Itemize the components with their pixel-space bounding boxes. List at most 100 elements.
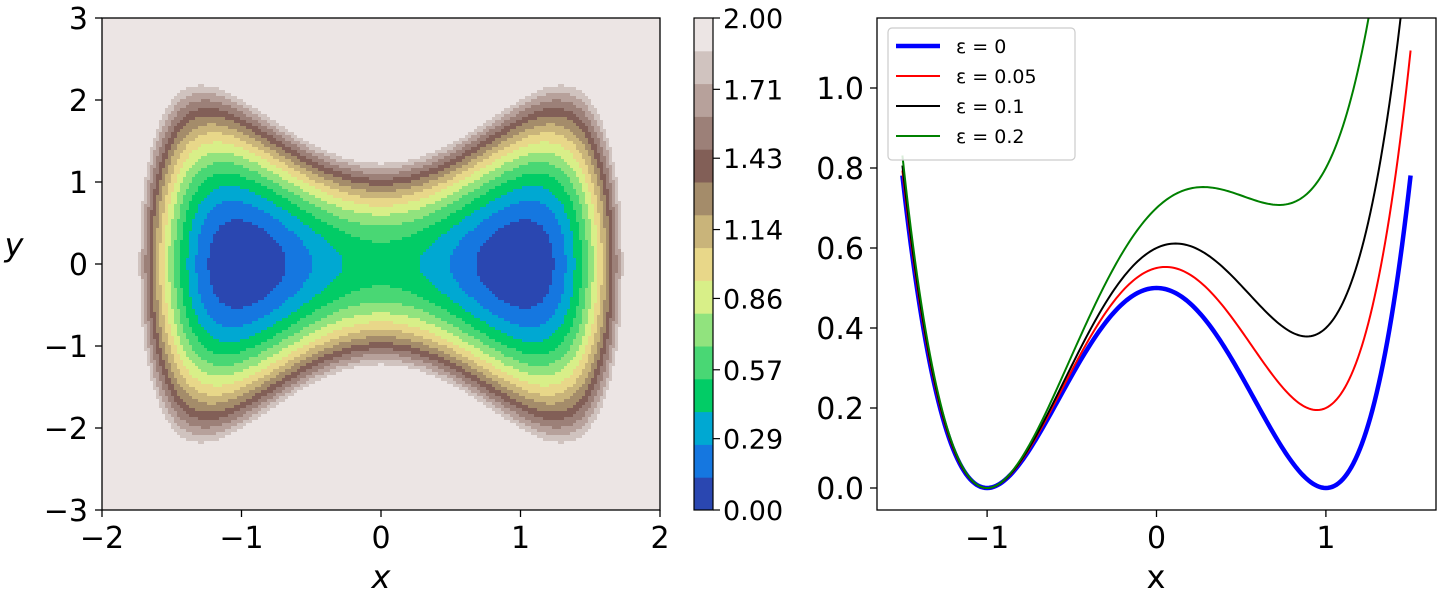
contour-cell [615,285,619,289]
contour-cell [165,291,172,295]
contour-cell [237,96,526,100]
contour-cell [165,366,172,370]
contour-cell [153,189,160,193]
contour-cell [543,225,562,229]
contour-cell [150,204,154,208]
contour-cell [579,345,586,349]
contour-cell [486,120,496,124]
contour-cell [528,390,565,394]
contour-cell [579,297,586,301]
contour-cell [312,312,334,316]
contour-cell [600,357,604,361]
legend-label: ε = 0.05 [956,66,1037,88]
contour-cell [621,318,660,322]
contour-cell [141,231,145,235]
contour-cell [504,114,517,118]
contour-cell [156,342,160,346]
contour-cell [318,363,331,367]
contour-cell [183,408,196,412]
contour-cell [393,204,427,208]
contour-cell [312,165,325,169]
contour-cell [276,321,298,325]
contour-cell [480,222,511,226]
contour-cell [150,300,154,304]
contour-cell [198,336,214,340]
contour-cell [564,285,574,289]
contour-cell [147,351,151,355]
contour-cell [213,336,250,340]
contour-cell [177,345,184,349]
contour-cell [603,222,610,226]
contour-cell [603,168,610,172]
contour-cell [171,303,178,307]
contour-cell [171,159,178,163]
contour-cell [198,285,214,289]
contour-cell [573,120,583,124]
contour-cell [141,249,148,253]
contour-cell [294,363,307,367]
contour-cell [471,390,481,394]
contour-cell [270,117,493,121]
contour-cell [471,153,484,157]
contour-cell [588,276,595,280]
contour-cell [177,195,184,199]
contour-cell [171,123,178,127]
contour-cell [183,138,196,142]
contour-cell [267,405,277,409]
contour-cell [600,198,607,202]
contour-cell [144,312,148,316]
contour-cell [159,186,163,190]
contour-cell [438,360,451,364]
contour-cell [489,324,520,328]
contour-cell [315,150,328,154]
contour-cell [408,324,436,328]
contour-cell [258,126,268,130]
contour-cell [624,255,660,259]
contour-cell [192,306,205,310]
contour-cell [573,240,583,244]
contour-cell [153,354,160,358]
contour-cell [246,348,268,352]
contour-cell [222,132,244,136]
contour-cell [168,261,175,265]
contour-cell [144,309,148,313]
contour-cell [165,135,172,139]
contour-cell [597,351,601,355]
contour-cell [348,363,379,367]
contour-cell [582,99,592,103]
contour-cell [165,414,172,418]
contour-cell [102,441,199,445]
contour-cell [561,294,574,298]
contour-cell [579,201,586,205]
contour-cell [501,414,511,418]
contour-cell [153,141,157,145]
contour-cell [186,438,220,442]
contour-cell [162,117,169,121]
contour-cell [276,405,487,409]
contour-cell [510,144,529,148]
contour-cell [411,180,430,184]
contour-cell [597,285,601,289]
contour-cell [156,330,163,334]
contour-cell [159,399,163,403]
contour-cell [615,309,619,313]
contour-cell [102,291,142,295]
contour-cell [147,213,151,217]
contour-cell [258,378,271,382]
contour-cell [567,213,577,217]
contour-cell [174,183,181,187]
contour-cell [594,336,601,340]
contour-cell [168,399,175,403]
contour-cell [198,171,259,175]
contour-cell [489,345,508,349]
contour-cell [579,348,586,352]
contour-cell [612,153,660,157]
contour-cell [177,330,184,334]
contour-cell [198,417,220,421]
contour-cell [150,252,154,256]
contour-cell [147,288,151,292]
contour-cell [141,237,145,241]
contour-cell [483,342,502,346]
contour-cell [102,231,142,235]
contour-cell [267,126,277,130]
